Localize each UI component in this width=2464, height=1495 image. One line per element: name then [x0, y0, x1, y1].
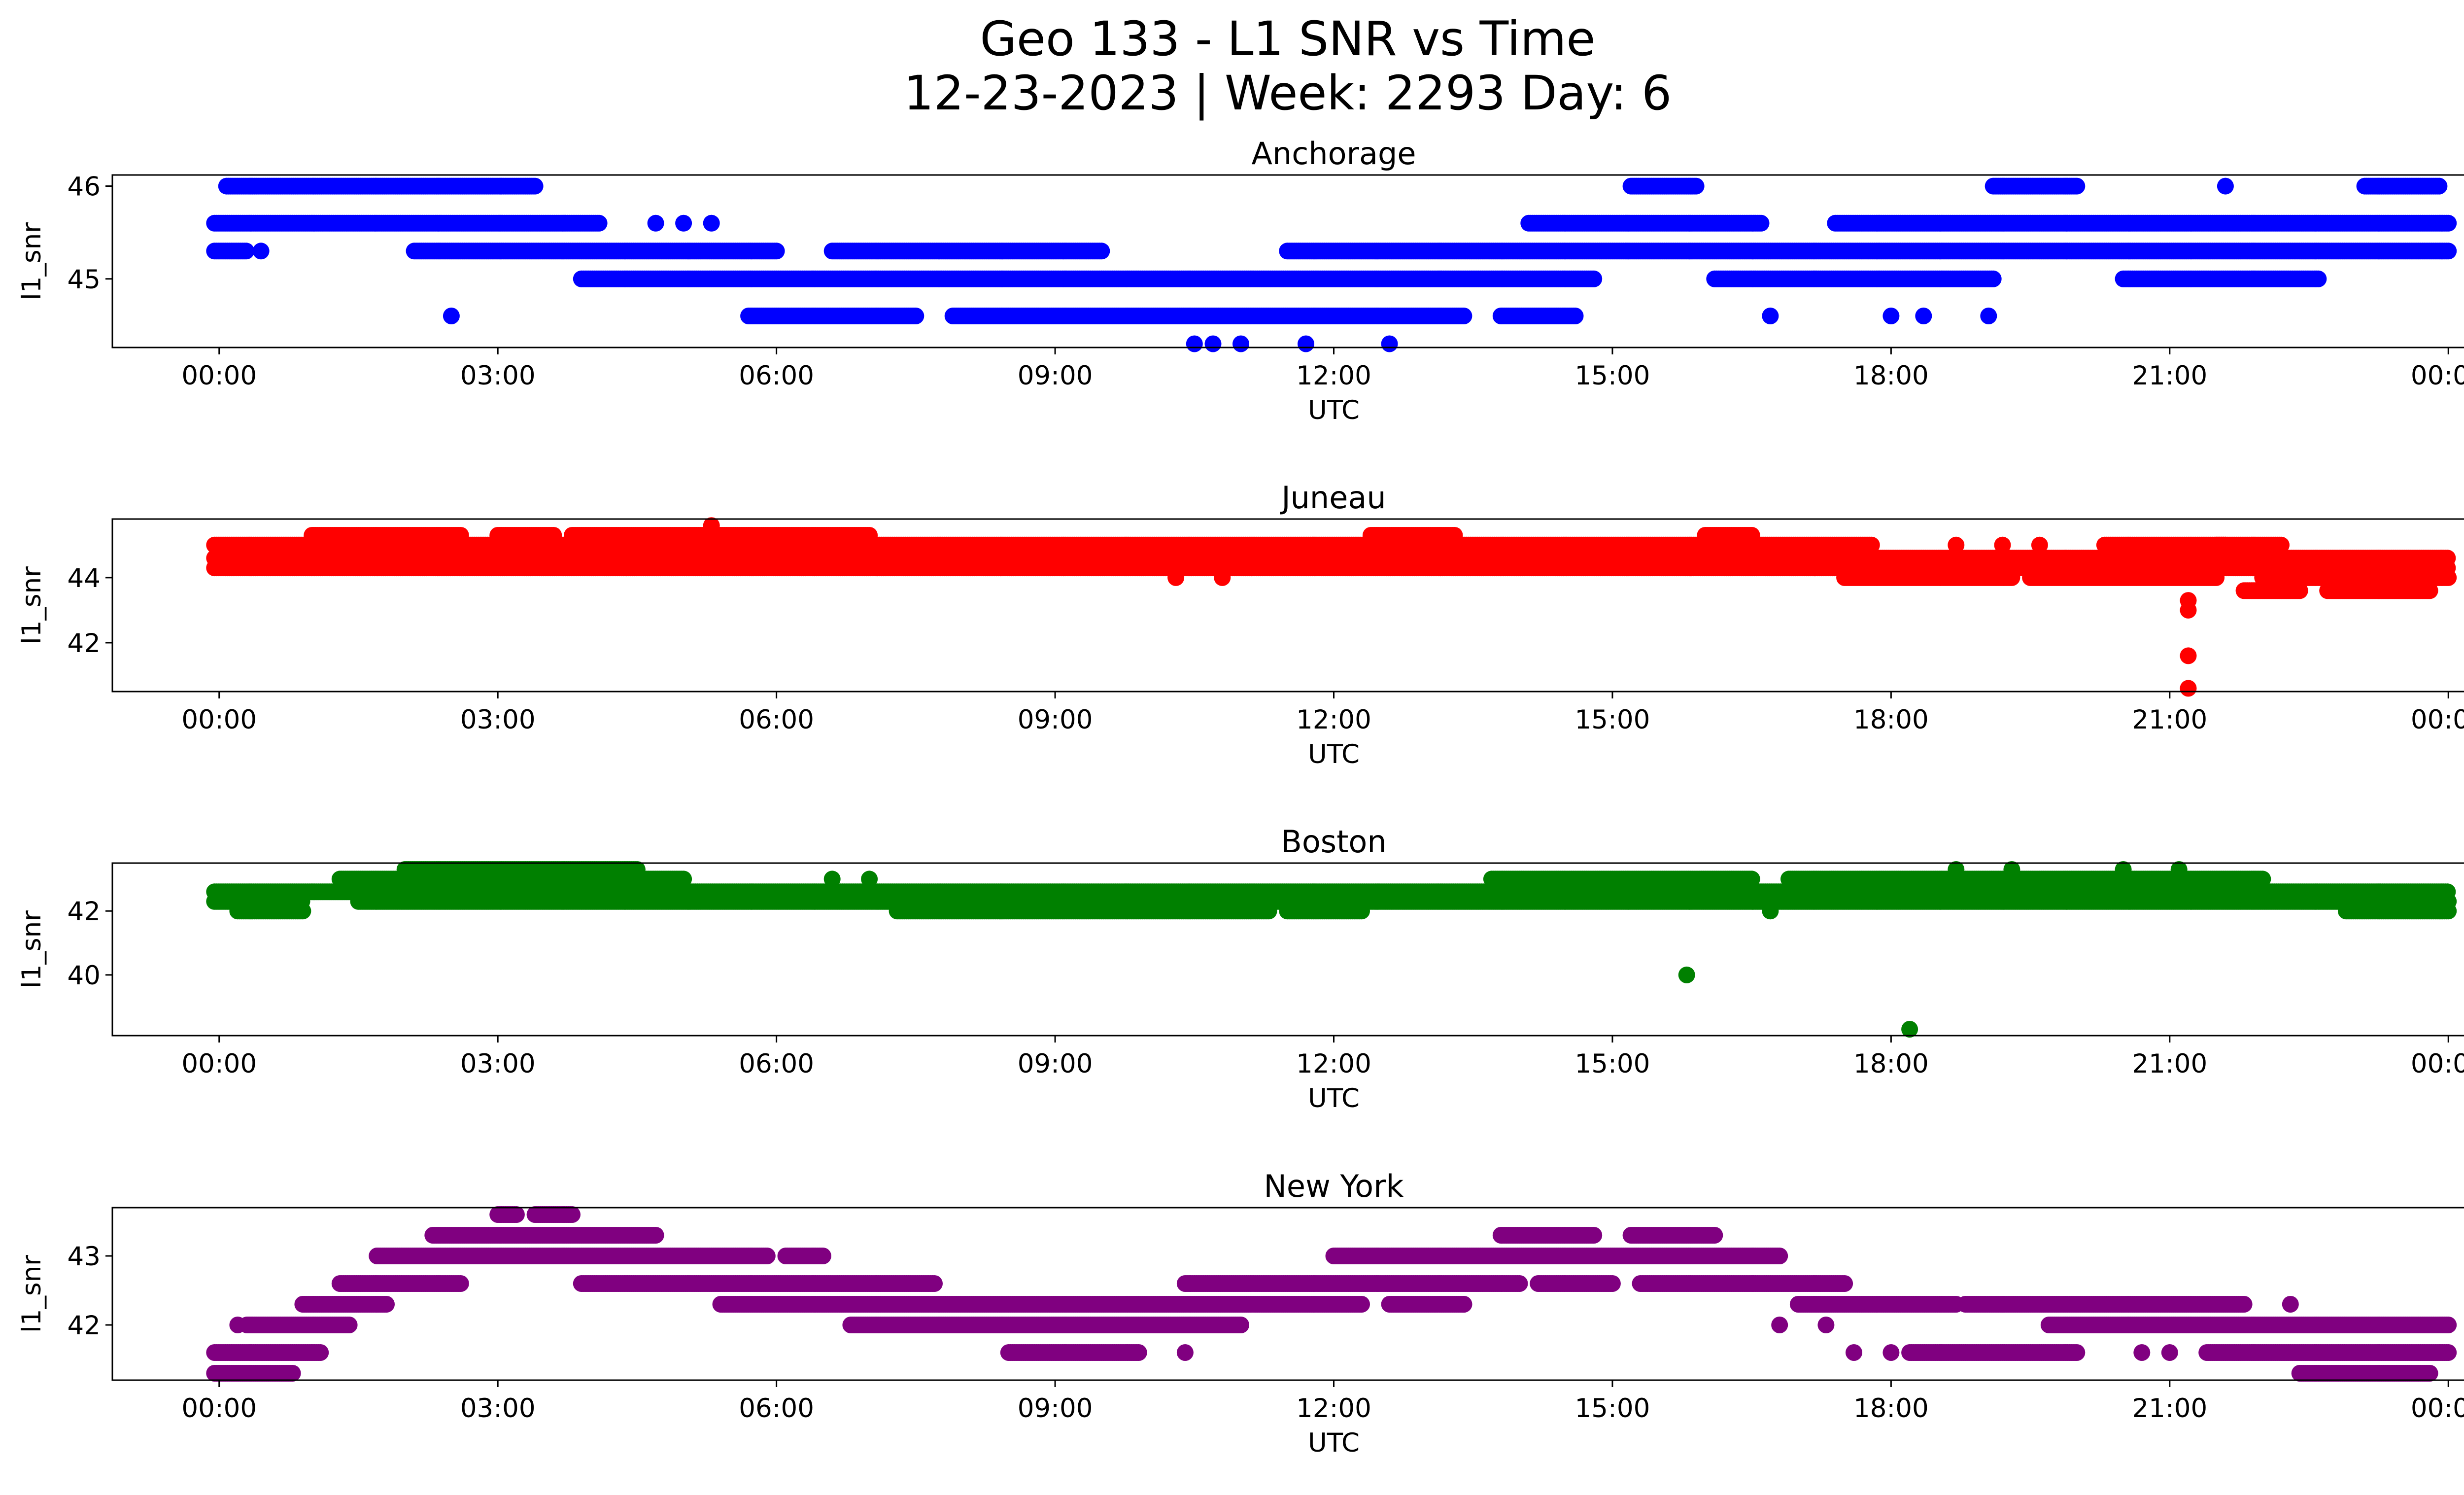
x-tick-label: 09:00 — [1018, 361, 1093, 391]
data-point — [647, 214, 664, 232]
y-axis-label: l1_snr — [17, 222, 47, 300]
x-tick-label: 03:00 — [460, 361, 536, 391]
x-tick-label: 00:00 — [181, 361, 257, 391]
data-point — [703, 214, 720, 232]
data-point — [907, 308, 924, 324]
x-axis-label: UTC — [1308, 395, 1360, 425]
panel-title: Juneau — [1279, 480, 1386, 516]
data-point — [2273, 536, 2290, 554]
y-tick-label: 46 — [68, 172, 101, 202]
chart-subtitle: 12-23-2023 | Week: 2293 Day: 6 — [904, 66, 1672, 121]
data-point — [2440, 214, 2457, 232]
data-point — [2310, 270, 2327, 287]
data-point — [1985, 270, 2002, 287]
data-point — [1752, 214, 1770, 232]
data-point — [1567, 308, 1584, 324]
data-point — [2430, 177, 2448, 195]
data-point — [1687, 177, 1705, 195]
panel-title: Anchorage — [1251, 136, 1416, 172]
data-point — [1585, 270, 1603, 287]
data-point — [1232, 335, 1249, 352]
data-point — [252, 243, 270, 260]
data-point — [590, 214, 608, 232]
data-point — [1381, 335, 1398, 352]
x-tick-label: 00:00 — [2411, 361, 2464, 391]
data-point — [675, 214, 692, 232]
data-point — [1455, 308, 1472, 324]
data-point — [1186, 335, 1203, 352]
data-point — [1093, 243, 1110, 260]
data-series — [206, 517, 2457, 697]
data-point — [1915, 308, 1932, 324]
data-point — [526, 177, 544, 195]
data-point — [1298, 335, 1314, 352]
x-tick-label: 12:00 — [1296, 361, 1371, 391]
data-point — [2068, 177, 2086, 195]
data-point — [443, 308, 460, 324]
data-point — [2217, 177, 2234, 195]
y-tick-label: 45 — [68, 265, 101, 295]
data-point — [1980, 308, 1997, 324]
data-point — [768, 243, 785, 260]
x-tick-label: 15:00 — [1575, 361, 1650, 391]
panel-anchorage: Anchorage 00:00 03:00 06:00 09:00 12:00 15:00 1… — [17, 136, 2464, 425]
x-tick-label: 18:00 — [1853, 361, 1929, 391]
chart-title: Geo 133 - L1 SNR vs Time — [980, 11, 1596, 67]
x-tick-label: 21:00 — [2132, 361, 2207, 391]
data-point — [1762, 308, 1779, 324]
data-point — [1882, 308, 1900, 324]
data-point — [238, 243, 255, 260]
data-point — [1863, 536, 1880, 554]
data-point — [1204, 335, 1222, 352]
data-point — [2440, 243, 2457, 260]
data-series — [206, 177, 2457, 352]
x-tick-label: 06:00 — [739, 361, 814, 391]
